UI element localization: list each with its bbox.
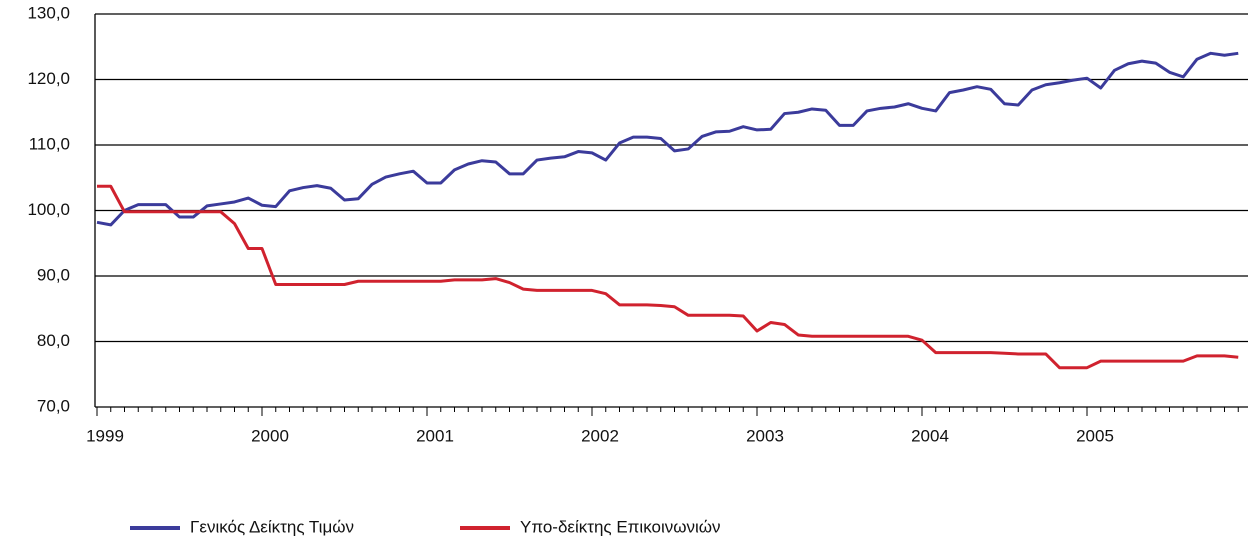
x-tick-label: 2003 xyxy=(746,426,784,445)
series-line xyxy=(97,184,1239,370)
x-tick-label: 1999 xyxy=(86,426,124,445)
y-tick-label: 80,0 xyxy=(37,331,70,350)
y-tick-label: 90,0 xyxy=(37,265,70,284)
y-tick-label: 120,0 xyxy=(27,69,70,88)
series-line xyxy=(96,51,1239,227)
y-tick-label: 130,0 xyxy=(27,3,70,22)
x-tick-label: 2000 xyxy=(251,426,289,445)
legend-label: Υπο-δείκτης Επικοινωνιών xyxy=(520,517,721,536)
y-tick-label: 110,0 xyxy=(29,134,70,153)
x-tick-label: 2002 xyxy=(581,426,619,445)
legend-label: Γενικός Δείκτης Τιμών xyxy=(190,517,354,536)
x-tick-label: 2005 xyxy=(1076,426,1114,445)
x-tick-label: 2001 xyxy=(416,426,454,445)
y-tick-label: 100,0 xyxy=(27,200,70,219)
x-tick-label: 2004 xyxy=(911,426,949,445)
y-tick-label: 70,0 xyxy=(37,396,70,415)
